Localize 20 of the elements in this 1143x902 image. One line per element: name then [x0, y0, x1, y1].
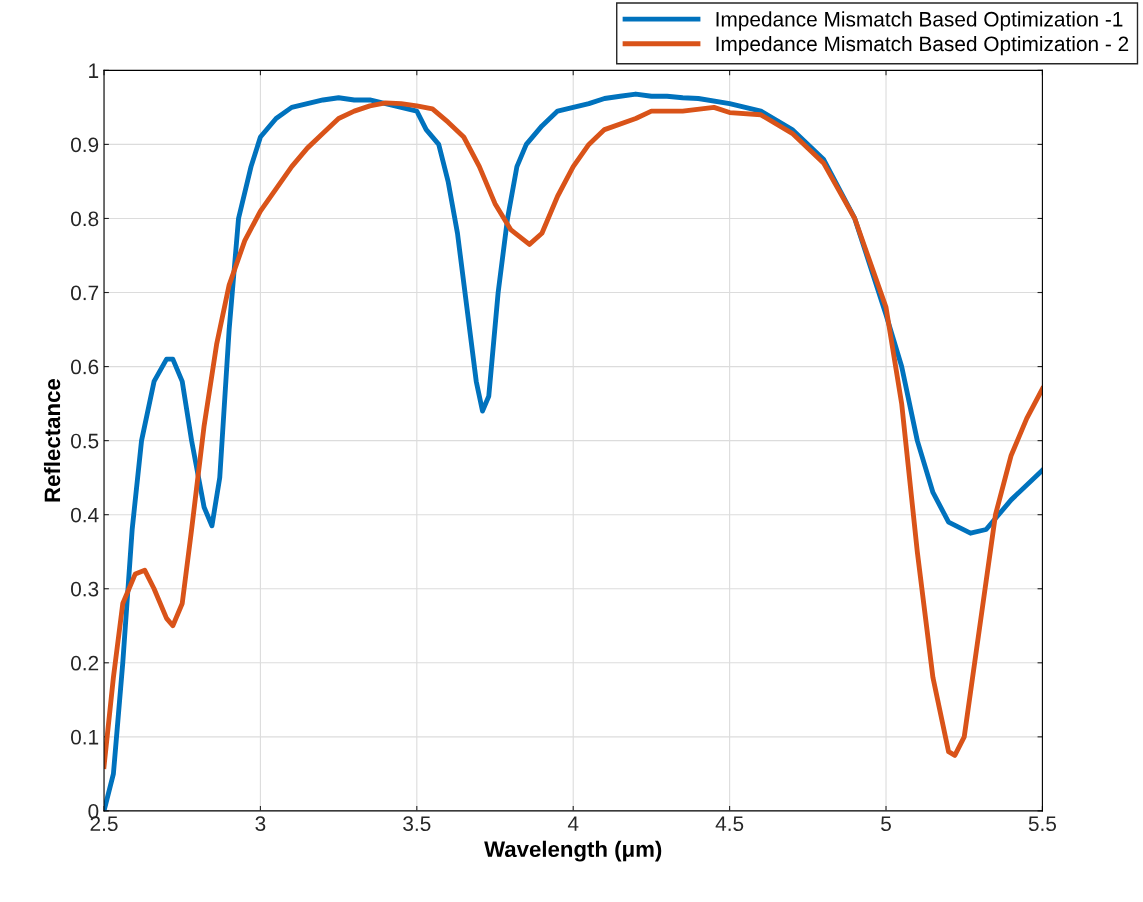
y-tick-label: 0.6: [71, 359, 99, 375]
x-tick-label: 3: [255, 816, 266, 832]
x-tick-label: 4.5: [715, 816, 744, 832]
x-tick-label: 5.5: [1028, 816, 1057, 832]
y-tick-label: 0.7: [71, 285, 99, 301]
y-tick-label: 0.5: [71, 433, 99, 449]
y-tick-label: 0.3: [71, 581, 99, 597]
x-axis-title: Wavelength (μm): [484, 840, 662, 862]
x-tick-label: 4: [567, 816, 579, 831]
y-tick-label: 0.1: [71, 729, 99, 745]
x-tick-label: 5: [881, 816, 891, 832]
legend-label: Impedance Mismatch Based Optimization -1: [716, 11, 1123, 31]
legend-label: Impedance Mismatch Based Optimization - 2: [716, 35, 1129, 56]
y-tick-label: 0.2: [71, 655, 99, 671]
y-tick-label: 0.9: [71, 137, 99, 153]
y-tick-label: 0.8: [71, 211, 99, 227]
y-axis-title: Reflectance: [43, 379, 61, 502]
x-tick-label: 3.5: [403, 816, 431, 832]
y-tick-label: 1: [89, 63, 99, 78]
y-tick-label: 0.4: [71, 507, 99, 523]
